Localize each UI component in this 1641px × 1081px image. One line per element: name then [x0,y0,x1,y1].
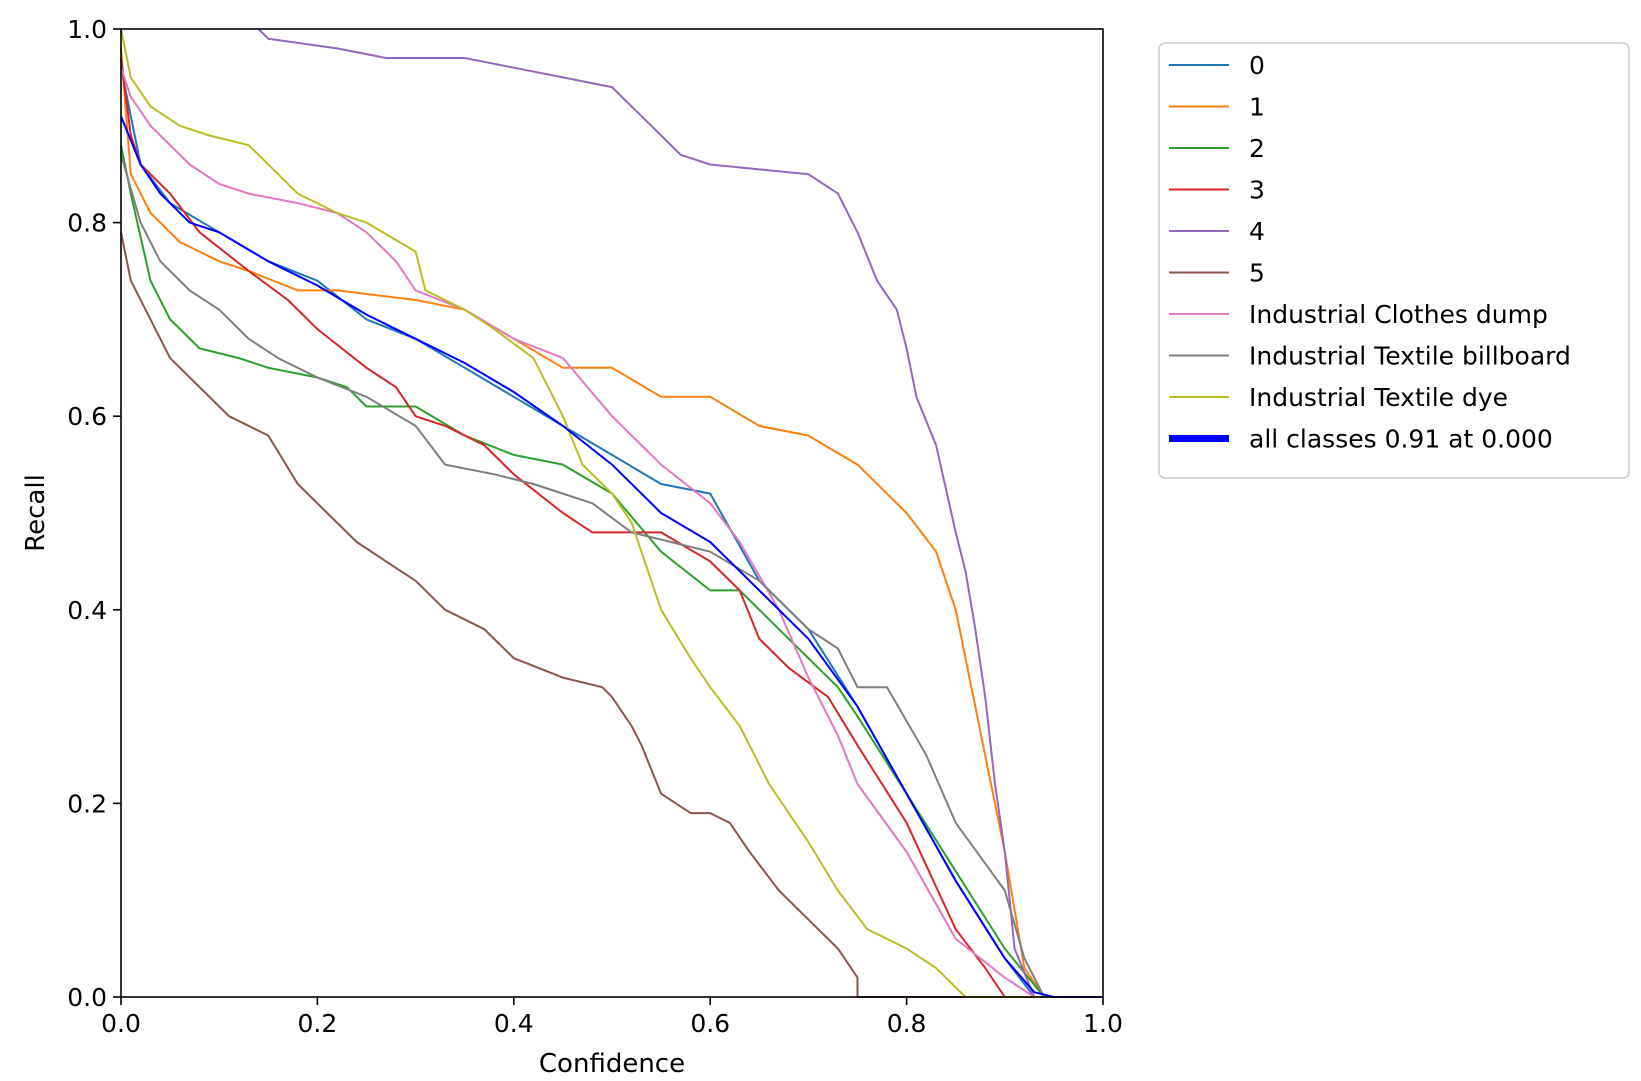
y-axis-label: Recall [21,474,51,552]
series-line-9 [120,115,1103,998]
y-tick-label: 0.2 [67,789,107,818]
x-tick-label: 0.4 [494,1009,534,1038]
y-tick-label: 1.0 [67,15,107,44]
ticks: 0.0 0.2 0.4 0.6 0.8 1.0 0.0 0.2 0.4 0.6 0.8 1.0 [67,15,1123,1038]
x-axis-label: Confidence [539,1049,685,1079]
legend-label-6: Industrial Clothes dump [1249,300,1548,329]
series-line-5 [120,232,1103,998]
y-tick-label: 0.6 [67,402,107,431]
x-tick-label: 1.0 [1083,1009,1123,1038]
legend-label-9: all classes 0.91 at 0.000 [1249,425,1553,454]
legend-label-7: Industrial Textile billboard [1249,342,1571,371]
legend-items: 0 1 2 3 4 5 Industrial Clothes dump Industrial … [1169,51,1571,454]
legend-label-3: 3 [1249,176,1265,205]
y-tick-label: 0.0 [67,983,107,1012]
legend-box [1158,42,1630,479]
series-line-3 [120,57,1103,998]
x-tick-label: 0.2 [298,1009,338,1038]
legend-label-0: 0 [1249,51,1265,80]
series-line-8 [120,28,1103,998]
series-line-6 [120,67,1103,998]
series-line-2 [120,145,1103,998]
series-layer [120,28,1103,998]
legend-label-1: 1 [1249,93,1265,122]
legend: 0 1 2 3 4 5 Industrial Clothes dump Industrial … [1158,42,1630,479]
x-tick-label: 0.0 [101,1009,141,1038]
series-line-7 [120,154,1103,998]
legend-label-2: 2 [1249,134,1265,163]
x-tick-label: 0.8 [887,1009,927,1038]
x-tick-label: 0.6 [690,1009,730,1038]
series-line-4 [257,28,1103,998]
legend-label-5: 5 [1249,259,1265,288]
y-tick-label: 0.4 [67,596,107,625]
axes [120,28,1104,998]
y-tick-label: 0.8 [67,209,107,238]
legend-label-8: Industrial Textile dye [1249,383,1508,412]
plot-frame [120,28,1104,998]
series-line-1 [120,48,1103,998]
legend-label-4: 4 [1249,217,1265,246]
